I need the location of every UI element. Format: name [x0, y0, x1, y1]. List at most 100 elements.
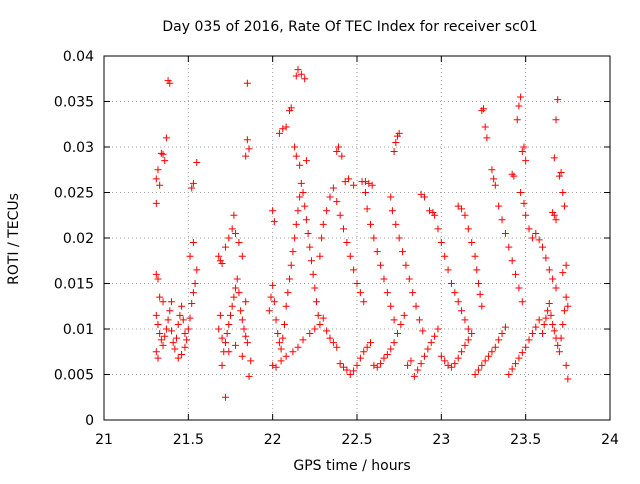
data-point [447, 280, 455, 287]
data-point [377, 261, 385, 269]
data-point [480, 105, 487, 113]
data-point [232, 229, 240, 237]
data-point [296, 161, 304, 169]
data-point [498, 330, 506, 338]
data-point [366, 220, 374, 228]
data-point [461, 341, 469, 349]
data-point [485, 352, 493, 360]
data-point [164, 316, 172, 324]
data-point [550, 154, 558, 162]
data-point [518, 148, 526, 156]
data-point [441, 357, 449, 365]
data-point [478, 302, 486, 310]
data-point [302, 157, 310, 165]
data-point [274, 330, 282, 338]
data-point [483, 134, 491, 142]
data-point [356, 354, 364, 362]
data-point [265, 307, 273, 315]
data-point [476, 290, 484, 298]
data-point [221, 243, 229, 251]
data-point [549, 275, 557, 283]
data-point [343, 366, 351, 374]
data-point [387, 345, 395, 353]
data-point [161, 157, 169, 165]
data-point [329, 339, 337, 347]
data-point [346, 371, 354, 378]
data-point [181, 330, 189, 338]
data-point [167, 298, 175, 306]
data-point [370, 361, 378, 369]
data-point [360, 298, 368, 306]
data-point [390, 316, 398, 324]
data-point [402, 261, 410, 269]
data-point [154, 354, 162, 362]
data-point [510, 172, 518, 180]
data-point [189, 239, 197, 247]
data-point [557, 334, 565, 342]
data-point [282, 302, 290, 310]
data-point [306, 330, 314, 338]
data-point [474, 280, 482, 287]
data-point [481, 357, 489, 365]
data-point [284, 289, 292, 297]
data-point [156, 330, 164, 338]
data-point [365, 179, 373, 187]
data-point [243, 339, 251, 347]
data-point [247, 357, 255, 365]
grid-lines [104, 56, 610, 420]
data-point [162, 325, 170, 333]
data-point [552, 216, 560, 224]
data-point [346, 252, 354, 260]
data-point [326, 334, 334, 342]
data-point [171, 345, 179, 353]
data-point [215, 325, 223, 333]
data-point [336, 211, 344, 219]
data-point [292, 152, 300, 160]
data-point [562, 261, 570, 269]
data-point [218, 259, 226, 267]
data-point [297, 70, 305, 78]
data-point [417, 360, 425, 368]
data-point [186, 314, 194, 322]
data-point [275, 339, 283, 347]
data-point [535, 316, 543, 324]
data-point [426, 207, 434, 215]
data-point [350, 266, 358, 274]
data-point [161, 332, 169, 340]
data-point [444, 266, 452, 274]
data-point [178, 302, 186, 310]
data-point [474, 366, 482, 374]
data-point [491, 343, 499, 351]
data-point [397, 320, 405, 328]
data-point [451, 360, 459, 368]
data-point [294, 66, 302, 74]
data-point [291, 143, 299, 151]
data-point [471, 252, 479, 260]
data-point [415, 316, 423, 324]
data-point [471, 371, 479, 378]
data-point [333, 148, 341, 156]
data-point [333, 343, 341, 351]
data-point [458, 205, 466, 213]
data-point [152, 348, 160, 356]
data-point [468, 239, 476, 247]
data-point [221, 339, 229, 347]
data-point [528, 330, 536, 338]
data-point [336, 360, 344, 368]
data-point [363, 205, 371, 213]
data-point [383, 289, 391, 297]
data-point [431, 211, 439, 219]
data-point [508, 257, 516, 265]
data-point [193, 158, 201, 166]
data-point [154, 166, 162, 174]
data-point [522, 157, 530, 165]
data-point [280, 320, 288, 328]
data-point [157, 336, 165, 344]
data-point [562, 361, 570, 369]
data-point [488, 166, 496, 174]
data-point [353, 361, 361, 369]
data-point [166, 307, 174, 315]
data-point [518, 298, 526, 306]
data-point [270, 298, 278, 306]
data-point [392, 220, 400, 228]
